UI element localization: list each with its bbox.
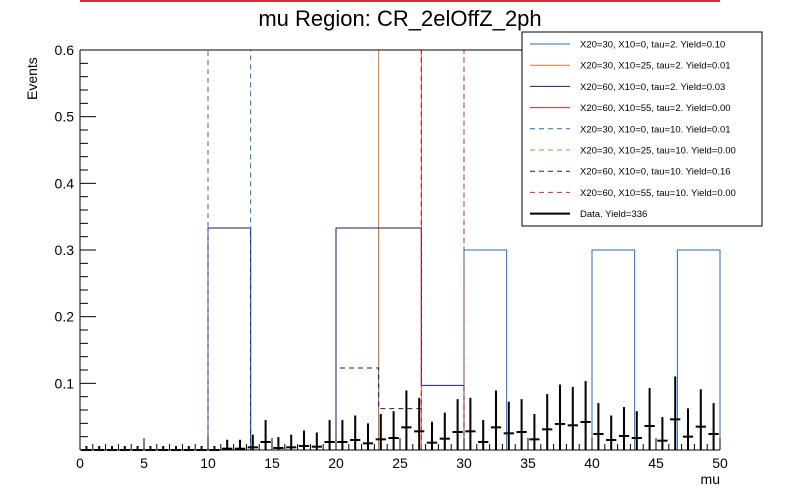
data-point xyxy=(657,417,668,450)
data-point xyxy=(644,388,655,450)
legend-label: X20=30, X10=25, tau=10. Yield=0.00 xyxy=(580,146,736,157)
y-tick-label: 0.3 xyxy=(55,242,75,258)
x-tick-label: 50 xyxy=(712,455,728,471)
x-tick-label: 15 xyxy=(264,455,280,471)
data-point xyxy=(401,390,412,450)
data-point xyxy=(209,446,220,451)
legend-entry: X20=60, X10=0, tau=2. Yield=0.03 xyxy=(530,82,725,93)
legend-label: X20=30, X10=0, tau=10. Yield=0.01 xyxy=(580,124,731,135)
y-tick-label: 0.2 xyxy=(55,309,75,325)
data-point xyxy=(234,439,246,450)
data-point xyxy=(170,446,182,451)
data-point xyxy=(542,394,553,450)
data-point xyxy=(452,399,463,450)
x-tick-label: 0 xyxy=(76,455,84,471)
data-point xyxy=(94,446,105,451)
data-point xyxy=(247,434,258,450)
data-point xyxy=(682,408,694,450)
data-point xyxy=(324,420,335,450)
legend-label: X20=30, X10=25, tau=2. Yield=0.01 xyxy=(580,61,731,72)
chart-title: mu Region: CR_2elOffZ_2ph xyxy=(258,6,541,31)
data-point xyxy=(260,420,271,450)
data-point xyxy=(286,434,297,450)
data-point xyxy=(593,403,604,450)
data-point xyxy=(158,446,169,451)
legend: X20=30, X10=0, tau=2. Yield=0.10 X20=30, … xyxy=(521,31,763,227)
legend-entry: X20=30, X10=0, tau=2. Yield=0.10 xyxy=(530,40,725,51)
legend-label: Data. Yield=336 xyxy=(580,209,647,220)
data-point xyxy=(529,414,540,450)
top-accent-line xyxy=(80,0,720,2)
x-tick-label: 40 xyxy=(584,455,600,471)
x-tick-label: 5 xyxy=(140,455,148,471)
legend-entry: X20=60, X10=0, tau=10. Yield=0.16 xyxy=(530,167,731,178)
data-point xyxy=(567,386,578,450)
legend-entry: X20=30, X10=25, tau=10. Yield=0.00 xyxy=(530,146,736,157)
data-point xyxy=(106,446,118,451)
x-tick-label: 30 xyxy=(456,455,472,471)
data-point xyxy=(503,401,514,450)
data-point xyxy=(439,412,450,450)
legend-label: X20=60, X10=0, tau=2. Yield=0.03 xyxy=(580,82,725,93)
legend-label: X20=30, X10=0, tau=2. Yield=0.10 xyxy=(580,40,725,51)
data-point xyxy=(145,446,156,451)
data-point xyxy=(350,415,361,450)
data-point xyxy=(183,446,194,451)
legend-label: X20=60, X10=55, tau=2. Yield=0.00 xyxy=(580,103,731,114)
data-point xyxy=(311,432,322,450)
data-point xyxy=(606,415,617,450)
data-point xyxy=(580,381,591,450)
legend-entry: X20=30, X10=25, tau=2. Yield=0.01 xyxy=(530,61,731,72)
data-point xyxy=(554,384,566,450)
data-point xyxy=(298,430,310,450)
data-point xyxy=(222,439,233,450)
y-tick-label: 0.5 xyxy=(55,109,75,125)
y-tick-label: 0.6 xyxy=(55,42,75,58)
data-point xyxy=(490,390,502,450)
data-point xyxy=(362,423,374,450)
data-point xyxy=(708,403,719,450)
y-tick-label: 0.1 xyxy=(55,375,75,391)
legend-entry: Data. Yield=336 xyxy=(530,209,647,220)
data-point xyxy=(426,421,438,450)
data-point xyxy=(273,437,284,450)
data-point xyxy=(478,420,489,450)
x-tick-label: 25 xyxy=(392,455,408,471)
data-point xyxy=(337,420,348,450)
data-point xyxy=(670,376,681,450)
x-tick-label: 20 xyxy=(328,455,344,471)
data-point xyxy=(695,389,706,450)
data-point xyxy=(414,397,425,450)
data-point xyxy=(516,399,527,450)
data-point xyxy=(631,411,642,450)
legend-label: X20=60, X10=0, tau=10. Yield=0.16 xyxy=(580,167,731,178)
data-point xyxy=(465,397,476,450)
x-tick-label: 10 xyxy=(200,455,216,471)
data-point xyxy=(388,411,399,450)
legend-entry: X20=60, X10=55, tau=10. Yield=0.00 xyxy=(530,188,736,199)
data-point xyxy=(618,407,630,450)
legend-label: X20=60, X10=55, tau=10. Yield=0.00 xyxy=(580,188,736,199)
data-point xyxy=(119,446,130,451)
data-point xyxy=(196,446,207,451)
x-tick-label: 45 xyxy=(648,455,664,471)
data-point xyxy=(132,446,143,451)
legend-entry: X20=30, X10=0, tau=10. Yield=0.01 xyxy=(530,124,731,135)
y-axis-label: Events xyxy=(24,57,40,100)
data-point xyxy=(81,446,92,451)
legend-entry: X20=60, X10=55, tau=2. Yield=0.00 xyxy=(530,103,731,114)
data-point xyxy=(375,414,386,450)
data-points-layer xyxy=(81,376,719,451)
x-tick-label: 35 xyxy=(520,455,536,471)
y-tick-label: 0.4 xyxy=(55,175,75,191)
x-axis-label: mu xyxy=(701,471,720,487)
